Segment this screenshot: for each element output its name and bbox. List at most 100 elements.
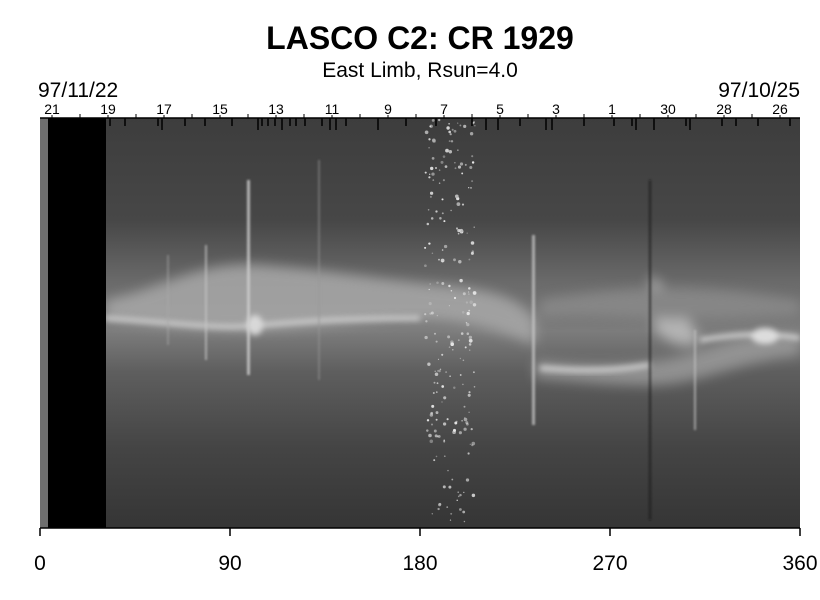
noise-speck — [426, 429, 429, 432]
noise-speck — [435, 411, 439, 415]
noise-speck — [425, 320, 428, 323]
noise-speck — [427, 362, 431, 366]
noise-speck — [468, 411, 470, 413]
noise-speck — [459, 357, 462, 360]
noise-speck — [457, 495, 460, 498]
noise-speck — [467, 452, 470, 455]
noise-speck — [468, 338, 473, 343]
noise-speck — [442, 422, 447, 426]
noise-speck — [463, 124, 467, 128]
day-tick-label: 13 — [268, 101, 284, 117]
day-tick-label: 26 — [772, 101, 788, 117]
day-tick-label: 15 — [212, 101, 228, 117]
noise-speck — [438, 118, 441, 122]
noise-speck — [443, 396, 447, 400]
noise-speck — [449, 375, 451, 377]
noise-speck — [424, 313, 427, 316]
noise-speck — [459, 374, 462, 376]
noise-speck — [441, 212, 444, 215]
noise-speck — [463, 405, 466, 408]
noise-speck — [458, 260, 462, 264]
noise-speck — [433, 381, 436, 384]
noise-speck — [451, 478, 454, 481]
noise-speck — [472, 371, 475, 374]
noise-speck — [471, 180, 474, 183]
noise-speck — [439, 217, 442, 220]
noise-speck — [470, 241, 475, 245]
noise-speck — [465, 301, 469, 304]
noise-speck — [428, 242, 431, 245]
noise-speck — [442, 155, 446, 158]
noise-speck — [457, 149, 459, 151]
noise-speck — [452, 348, 454, 351]
noise-speck — [430, 411, 434, 415]
noise-speck — [424, 130, 429, 135]
noise-speck — [448, 485, 452, 489]
noise-speck — [473, 226, 475, 228]
noise-speck — [429, 283, 432, 285]
noise-speck — [429, 195, 432, 198]
noise-speck — [428, 138, 431, 141]
noise-speck — [444, 165, 448, 168]
noise-speck — [463, 417, 468, 422]
noise-speck — [437, 507, 440, 511]
noise-speck — [466, 332, 470, 335]
noise-speck — [469, 443, 471, 445]
noise-speck — [461, 203, 465, 206]
noise-speck — [443, 440, 446, 443]
noise-speck — [453, 258, 456, 262]
noise-speck — [450, 140, 454, 143]
noise-speck — [431, 252, 434, 255]
noise-speck — [432, 392, 435, 394]
noise-speck — [440, 160, 444, 164]
noise-speck — [438, 369, 441, 373]
noise-speck — [445, 371, 448, 374]
noise-speck — [468, 349, 471, 351]
day-tick-label: 17 — [156, 101, 172, 117]
noise-speck — [457, 491, 459, 493]
noise-speck — [428, 302, 432, 306]
noise-speck — [442, 179, 445, 182]
noise-speck — [447, 469, 449, 472]
chart-title: LASCO C2: CR 1929 — [266, 20, 574, 56]
noise-speck — [448, 150, 453, 154]
noise-speck — [450, 512, 453, 515]
noise-speck — [462, 510, 466, 514]
noise-speck — [465, 421, 469, 425]
noise-speck — [426, 419, 430, 422]
noise-speck — [447, 335, 451, 339]
noise-speck — [430, 311, 434, 315]
noise-speck — [459, 508, 462, 511]
noise-speck — [454, 194, 459, 199]
noise-speck — [437, 434, 441, 438]
noise-speck — [457, 165, 462, 169]
plot-area — [40, 118, 800, 528]
noise-speck — [438, 258, 440, 261]
noise-speck — [431, 157, 435, 160]
noise-speck — [461, 172, 464, 175]
noise-speck — [450, 342, 455, 347]
day-tick-label: 11 — [325, 101, 340, 117]
day-tick-label: 30 — [660, 101, 676, 117]
noise-speck — [424, 246, 427, 249]
noise-speck — [469, 165, 473, 170]
noise-speck — [471, 155, 474, 158]
noise-speck — [474, 125, 476, 127]
noise-speck — [435, 391, 438, 393]
noise-speck — [460, 332, 464, 335]
noise-speck — [439, 368, 442, 370]
noise-speck — [472, 291, 477, 295]
noise-speck — [459, 162, 464, 166]
noise-speck — [429, 191, 434, 195]
noise-speck — [435, 210, 438, 213]
noise-speck — [472, 303, 477, 307]
noise-speck — [446, 506, 449, 508]
noise-speck — [446, 126, 450, 130]
noise-speck — [430, 166, 434, 171]
noise-speck — [434, 434, 438, 438]
x-tick-label: 0 — [34, 552, 46, 575]
noise-speck — [462, 359, 465, 362]
noise-speck — [461, 311, 465, 314]
noise-speck — [441, 385, 445, 388]
x-tick-label: 90 — [218, 552, 241, 575]
